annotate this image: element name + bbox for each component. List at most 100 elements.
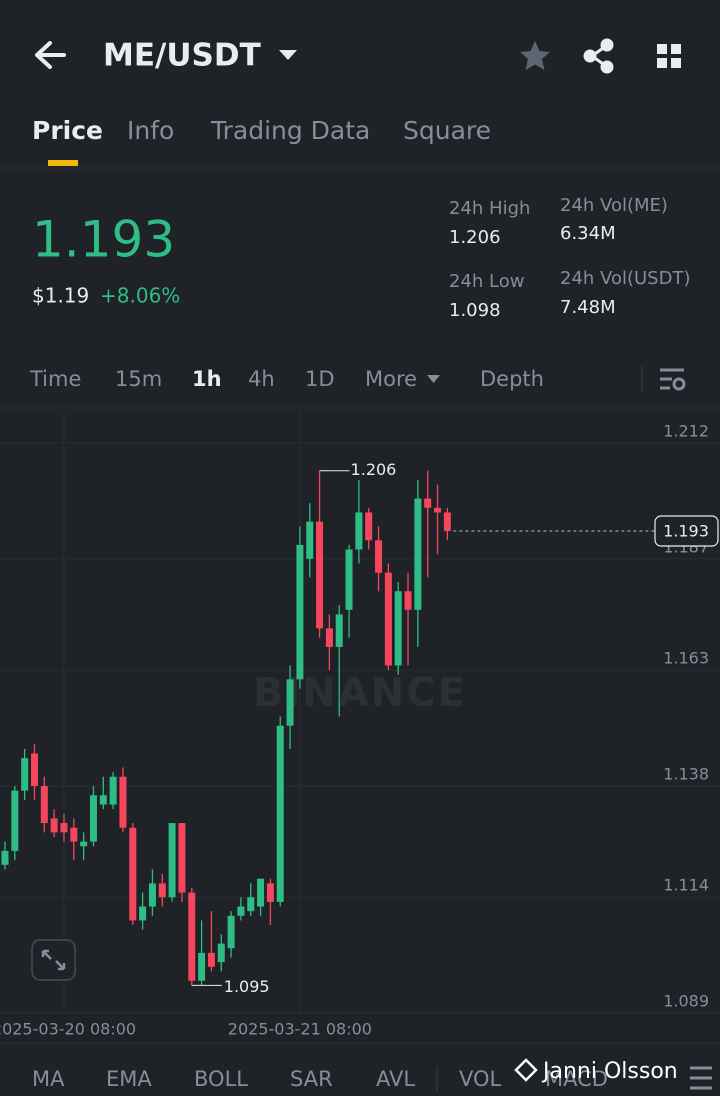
chart-watermark: BINANCE: [253, 670, 467, 716]
candle-body: [424, 498, 432, 508]
y-tick-label: 1.138: [663, 764, 709, 783]
candle-body: [158, 883, 166, 898]
stat-label: 24h High: [449, 198, 530, 219]
candle-body: [80, 841, 88, 847]
tab-indicator: [48, 160, 78, 166]
candle-body: [217, 943, 225, 963]
candle-body: [434, 507, 442, 513]
candle-body: [60, 823, 68, 833]
expand-button[interactable]: [31, 939, 76, 981]
x-tick-label: 2025-03-21 08:00: [228, 1020, 372, 1039]
indicator[interactable]: AVL: [376, 1067, 415, 1091]
candle-body: [11, 790, 19, 851]
candle-body: [21, 758, 29, 791]
candle-body: [335, 614, 343, 647]
candle-body: [306, 521, 314, 559]
pair-dropdown[interactable]: [279, 50, 297, 60]
share-button[interactable]: [583, 38, 614, 74]
interval[interactable]: Time: [29, 367, 81, 391]
candle-body: [414, 498, 422, 610]
interval[interactable]: Depth: [480, 367, 544, 391]
indicator[interactable]: EMA: [106, 1067, 152, 1091]
candle-body: [257, 878, 265, 907]
candle-body: [365, 512, 373, 541]
candle-body: [325, 628, 333, 647]
stat-value: 7.48M: [560, 297, 616, 318]
tab[interactable]: Price: [32, 116, 103, 145]
y-tick-label: 1.089: [663, 992, 709, 1011]
indicator-settings[interactable]: [690, 1066, 712, 1090]
y-tick-label: 1.114: [663, 876, 709, 895]
stat-value: 1.098: [449, 300, 501, 321]
candle-body: [286, 679, 294, 726]
indicator[interactable]: MA: [32, 1067, 65, 1091]
indicator[interactable]: VOL: [459, 1067, 502, 1091]
candle-body: [119, 776, 127, 828]
last-price-label: 1.193: [663, 522, 709, 541]
candle-body: [188, 892, 196, 981]
stat-value: 1.206: [449, 227, 501, 248]
candle-body: [89, 795, 97, 842]
favorite-star[interactable]: [520, 41, 550, 70]
candle-body: [168, 823, 176, 898]
indicator[interactable]: BOLL: [194, 1067, 248, 1091]
candle-body: [404, 591, 412, 610]
candle-body: [50, 818, 58, 833]
candle-body: [443, 512, 451, 531]
candle-body: [40, 785, 48, 824]
candle-body: [207, 952, 215, 967]
last-price: 1.193: [32, 211, 175, 269]
candlestick-chart: 1.2121.1871.1631.1381.1141.0892025-03-20…: [0, 410, 720, 1039]
menu-grid[interactable]: [657, 44, 681, 68]
candle-body: [198, 952, 206, 981]
candle-body: [109, 776, 117, 805]
candle-body: [375, 540, 383, 573]
candle-body: [1, 850, 9, 865]
tab[interactable]: Trading Data: [210, 116, 370, 145]
overlay-watermark: Janni Olsson: [514, 1058, 678, 1084]
candle-body: [99, 795, 107, 805]
max-marker-label: 1.206: [351, 460, 397, 479]
candle-body: [296, 544, 304, 680]
candle-body: [355, 512, 363, 550]
candle-body: [394, 591, 402, 666]
tab[interactable]: Square: [403, 116, 491, 145]
indicator[interactable]: SAR: [290, 1067, 333, 1091]
stat-value: 6.34M: [560, 223, 616, 244]
last-price-box: [654, 515, 719, 547]
stat-label: 24h Vol(USDT): [560, 268, 690, 289]
candle-body: [129, 827, 137, 921]
candle-body: [30, 753, 38, 786]
min-marker-label: 1.095: [224, 977, 270, 996]
candle-body: [384, 572, 392, 666]
candle-body: [237, 906, 245, 916]
candle-body: [266, 883, 274, 902]
indicator[interactable]: MACD: [545, 1067, 608, 1091]
candle-body: [70, 827, 78, 842]
back-button[interactable]: [35, 41, 66, 69]
stat-label: 24h Vol(ME): [560, 195, 668, 216]
y-tick-label: 1.163: [663, 649, 709, 668]
candle-body: [148, 883, 156, 907]
candle-body: [178, 823, 186, 893]
y-tick-label: 1.212: [663, 421, 709, 440]
candle-body: [345, 549, 353, 610]
price-change: +8.06%: [100, 284, 180, 308]
usd-price: $1.19: [32, 284, 89, 308]
candle-body: [139, 906, 147, 921]
candle-body: [316, 521, 324, 629]
interval[interactable]: More: [365, 367, 417, 391]
interval[interactable]: 15m: [115, 367, 162, 391]
candle-body: [247, 897, 255, 912]
candle-body: [276, 725, 284, 902]
pair-title[interactable]: ME/USDT: [103, 38, 261, 74]
interval[interactable]: 1D: [305, 367, 335, 391]
tab[interactable]: Info: [127, 116, 174, 145]
interval[interactable]: 4h: [248, 367, 275, 391]
interval[interactable]: 1h: [192, 367, 222, 391]
chart-settings[interactable]: [660, 368, 686, 391]
more-dropdown[interactable]: [427, 375, 440, 383]
overlay-text: Janni Olsson: [541, 1059, 678, 1084]
stat-label: 24h Low: [449, 271, 524, 292]
